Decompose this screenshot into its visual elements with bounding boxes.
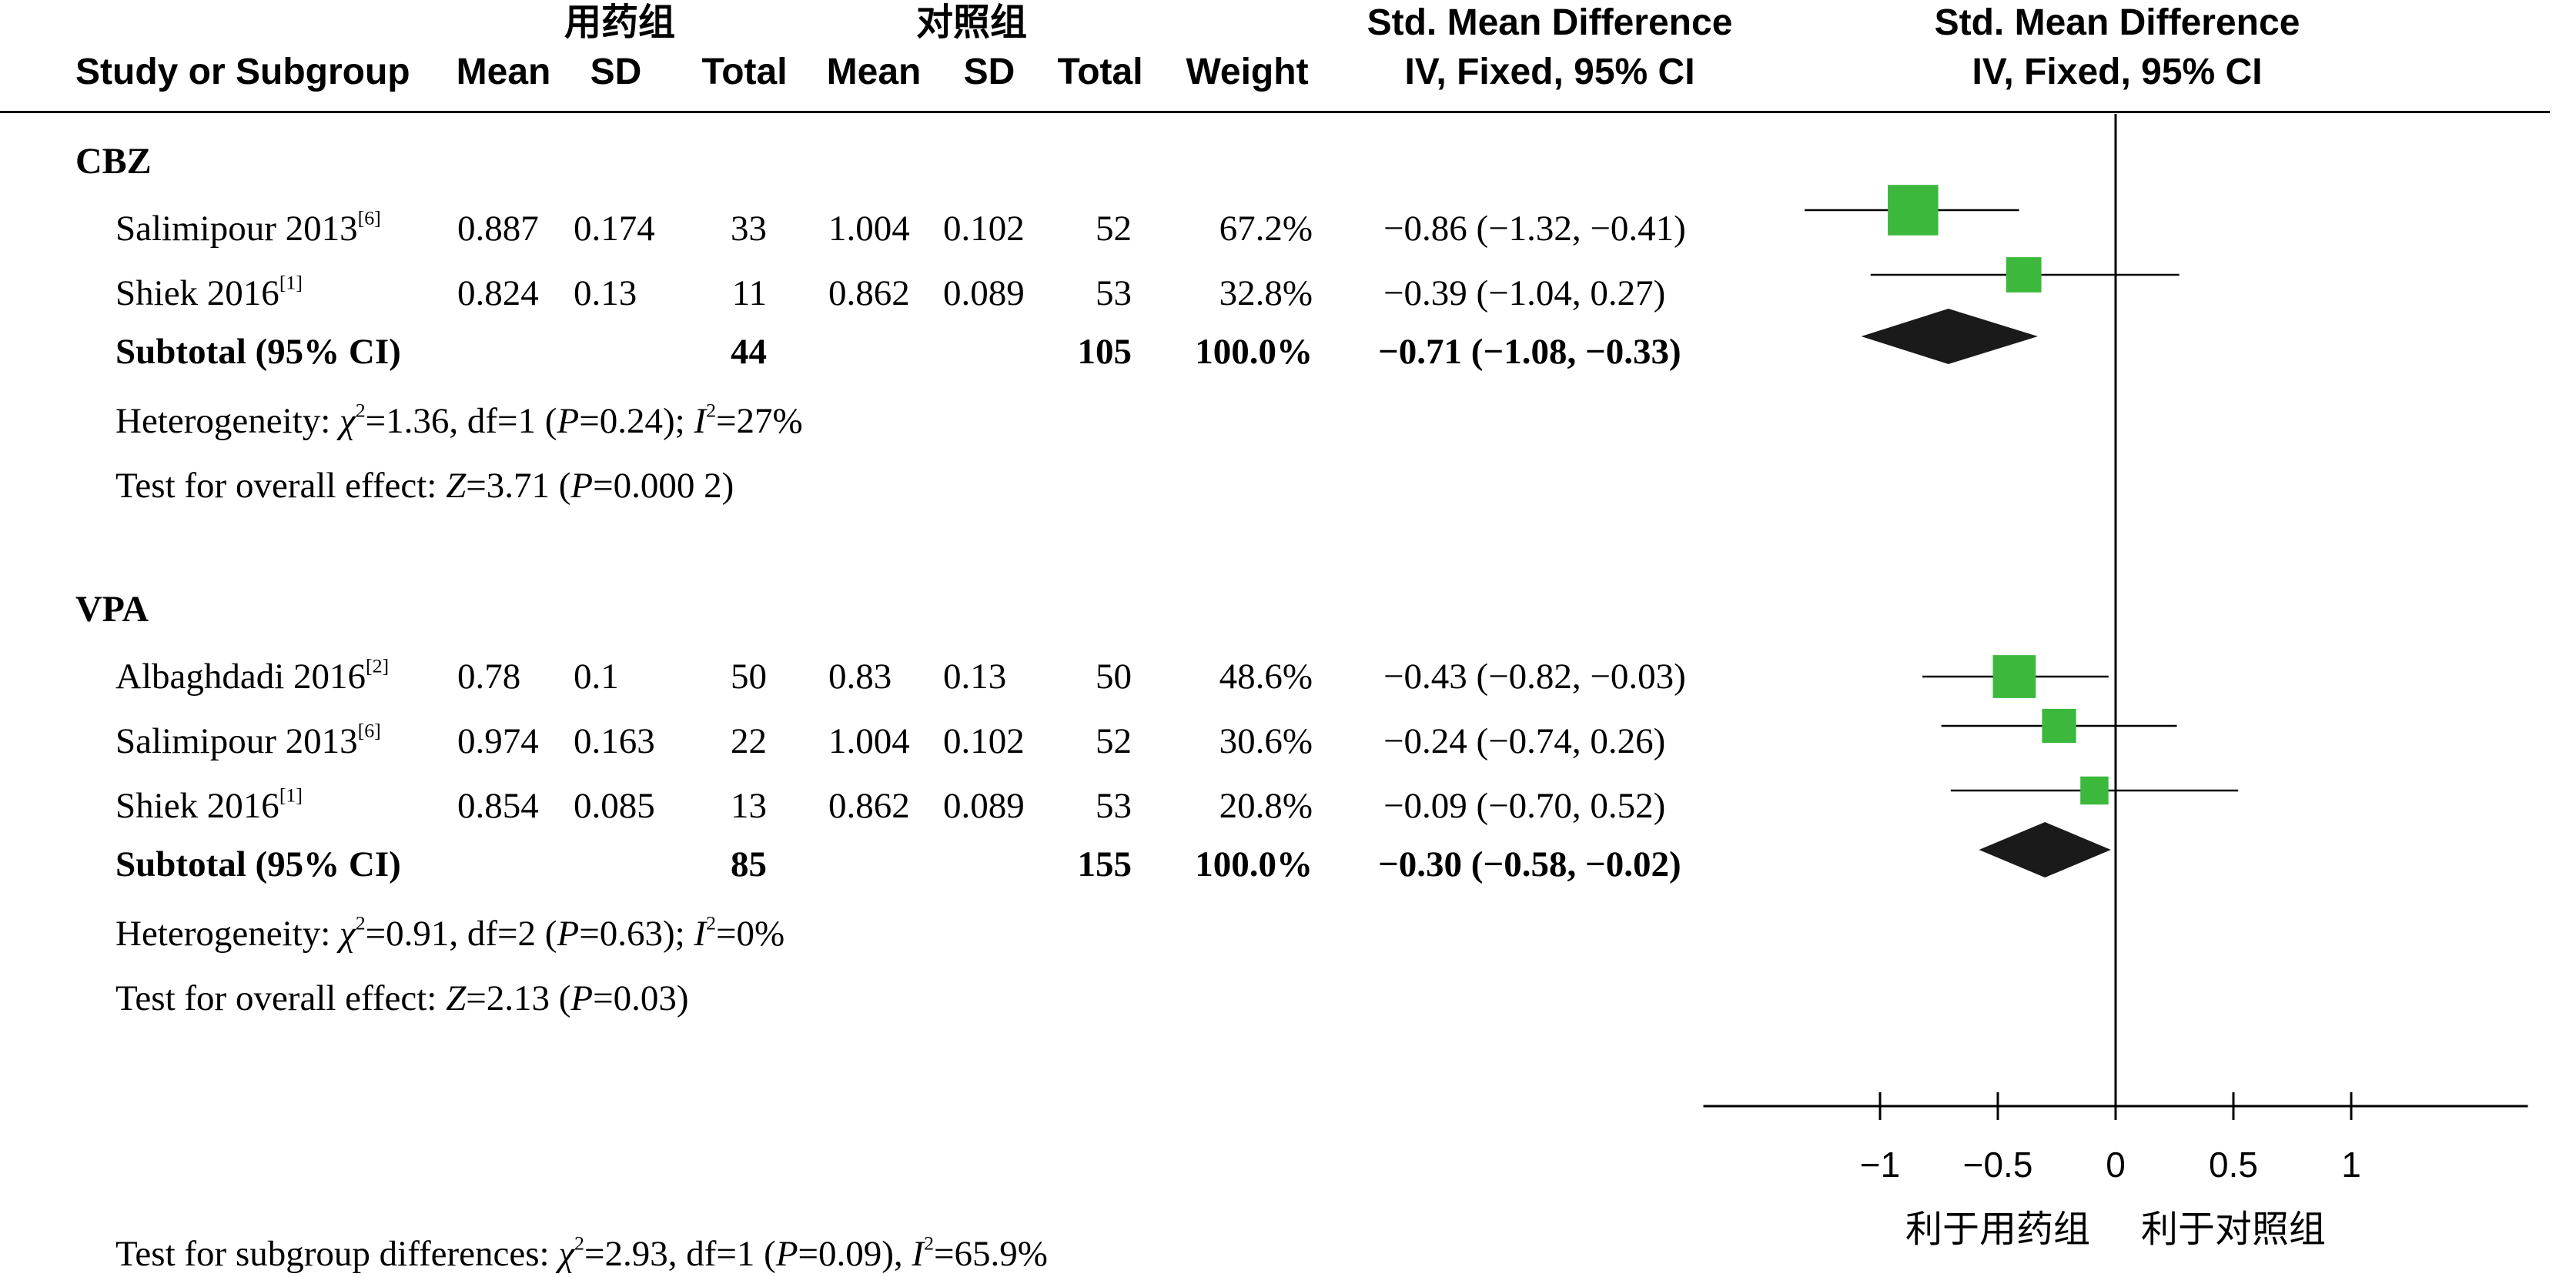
- sd2-header: SD: [963, 52, 1015, 92]
- sd1-value: 0.13: [574, 273, 637, 313]
- total2-value: 53: [1096, 786, 1132, 826]
- ci-value: −0.39 (−1.04, 0.27): [1383, 273, 1666, 313]
- study-ref: [2]: [366, 654, 390, 677]
- subtotal-total2: 155: [1077, 844, 1132, 884]
- total1-value: 11: [731, 273, 767, 313]
- mean1-value: 0.887: [457, 209, 539, 249]
- subtotal-label: Subtotal (95% CI): [115, 844, 401, 884]
- plot-header-line2: IV, Fixed, 95% CI: [1972, 52, 2263, 92]
- sd2-value: 0.089: [943, 786, 1025, 826]
- effect-header-line2: IV, Fixed, 95% CI: [1404, 52, 1695, 92]
- overall-effect-text: Test for overall effect: Z=3.71 (P=0.000…: [115, 466, 734, 506]
- sd2-value: 0.13: [943, 657, 1007, 697]
- total1-header: Total: [701, 52, 788, 92]
- sd2-value: 0.102: [943, 721, 1025, 761]
- mean2-value: 1.004: [828, 209, 910, 249]
- heterogeneity-text: Heterogeneity: χ2=1.36, df=1 (P=0.24); I…: [115, 399, 803, 441]
- total1-value: 33: [731, 209, 767, 249]
- study-column-header: Study or Subgroup: [75, 52, 410, 92]
- ci-value: −0.09 (−0.70, 0.52): [1383, 786, 1666, 826]
- weight-value: 20.8%: [1219, 786, 1313, 826]
- x-tick-label: −1: [1860, 1145, 1900, 1185]
- total1-value: 50: [731, 657, 767, 697]
- sd2-value: 0.089: [943, 273, 1025, 313]
- study-ref: [6]: [357, 719, 381, 742]
- subgroup-differences-text: Test for subgroup differences: χ2=2.93, …: [115, 1232, 1048, 1274]
- sd1-value: 0.1: [574, 657, 619, 697]
- subgroup-title-cbz: CBZ: [75, 141, 152, 182]
- sd1-header: SD: [590, 52, 642, 92]
- subtotal-diamond: [1861, 309, 2039, 364]
- mean1-header: Mean: [456, 52, 551, 92]
- study-name: Shiek 2016[1]: [115, 784, 303, 826]
- favours-treatment-label: 利于用药组: [1905, 1209, 2090, 1250]
- subtotal-total1: 85: [731, 844, 767, 884]
- mean2-value: 0.862: [828, 786, 910, 826]
- total2-value: 53: [1096, 273, 1132, 313]
- study-name: Salimipour 2013[6]: [115, 206, 381, 249]
- study-marker: [2042, 708, 2076, 744]
- study-name: Shiek 2016[1]: [115, 271, 303, 313]
- mean2-value: 1.004: [828, 721, 910, 761]
- x-tick-label: 1: [2341, 1145, 2361, 1185]
- subtotal-label: Subtotal (95% CI): [115, 332, 401, 372]
- effect-header-line1: Std. Mean Difference: [1367, 2, 1733, 43]
- total1-value: 22: [731, 721, 767, 761]
- favours-control-label: 利于对照组: [2141, 1209, 2326, 1250]
- x-tick-label: −0.5: [1963, 1145, 2033, 1185]
- mean1-value: 0.78: [457, 657, 521, 697]
- ci-value: −0.24 (−0.74, 0.26): [1383, 721, 1666, 761]
- weight-header: Weight: [1186, 52, 1309, 92]
- sd2-value: 0.102: [943, 209, 1025, 249]
- overall-effect-text: Test for overall effect: Z=2.13 (P=0.03): [115, 978, 689, 1018]
- mean1-value: 0.974: [457, 721, 539, 761]
- sd1-value: 0.174: [574, 209, 655, 249]
- mean1-value: 0.854: [457, 786, 539, 826]
- study-marker: [2080, 776, 2109, 805]
- total2-value: 52: [1096, 209, 1132, 249]
- subtotal-weight: 100.0%: [1195, 844, 1313, 884]
- study-name: Albaghdadi 2016[2]: [115, 654, 390, 697]
- mean1-value: 0.824: [457, 273, 539, 313]
- weight-value: 30.6%: [1219, 721, 1313, 761]
- header-divider: [0, 111, 2550, 113]
- x-tick-label: 0: [2106, 1145, 2126, 1185]
- mean2-value: 0.862: [828, 273, 910, 313]
- heterogeneity-text: Heterogeneity: χ2=0.91, df=2 (P=0.63); I…: [115, 911, 785, 954]
- study-name: Salimipour 2013[6]: [115, 719, 381, 761]
- subtotal-weight: 100.0%: [1195, 332, 1313, 372]
- subtotal-ci: −0.30 (−0.58, −0.02): [1378, 844, 1681, 884]
- plot-header-line1: Std. Mean Difference: [1934, 2, 2300, 43]
- weight-value: 67.2%: [1219, 209, 1313, 249]
- total2-value: 50: [1096, 657, 1132, 697]
- study-ref: [1]: [279, 784, 303, 807]
- subgroup-title-vpa: VPA: [75, 589, 149, 630]
- subtotal-total2: 105: [1077, 332, 1132, 372]
- study-marker: [1888, 185, 1939, 236]
- subtotal-ci: −0.71 (−1.08, −0.33): [1378, 332, 1681, 372]
- study-ref: [6]: [357, 206, 381, 229]
- ci-value: −0.43 (−0.82, −0.03): [1383, 657, 1686, 697]
- total1-value: 13: [731, 786, 767, 826]
- sd1-value: 0.163: [574, 721, 655, 761]
- weight-value: 48.6%: [1219, 657, 1313, 697]
- subtotal-diamond: [1979, 822, 2111, 878]
- total2-header: Total: [1057, 52, 1143, 92]
- subtotal-total1: 44: [731, 332, 767, 372]
- group1-header: 用药组: [564, 2, 676, 43]
- weight-value: 32.8%: [1219, 273, 1313, 313]
- group2-header: 对照组: [915, 2, 1028, 43]
- x-tick-label: 0.5: [2209, 1145, 2258, 1185]
- mean2-header: Mean: [826, 52, 922, 92]
- ci-value: −0.86 (−1.32, −0.41): [1383, 209, 1686, 249]
- study-marker: [1992, 655, 2036, 698]
- total2-value: 52: [1096, 721, 1132, 761]
- study-ref: [1]: [279, 271, 303, 294]
- mean2-value: 0.83: [828, 657, 892, 697]
- sd1-value: 0.085: [574, 786, 655, 826]
- study-marker: [2006, 257, 2042, 293]
